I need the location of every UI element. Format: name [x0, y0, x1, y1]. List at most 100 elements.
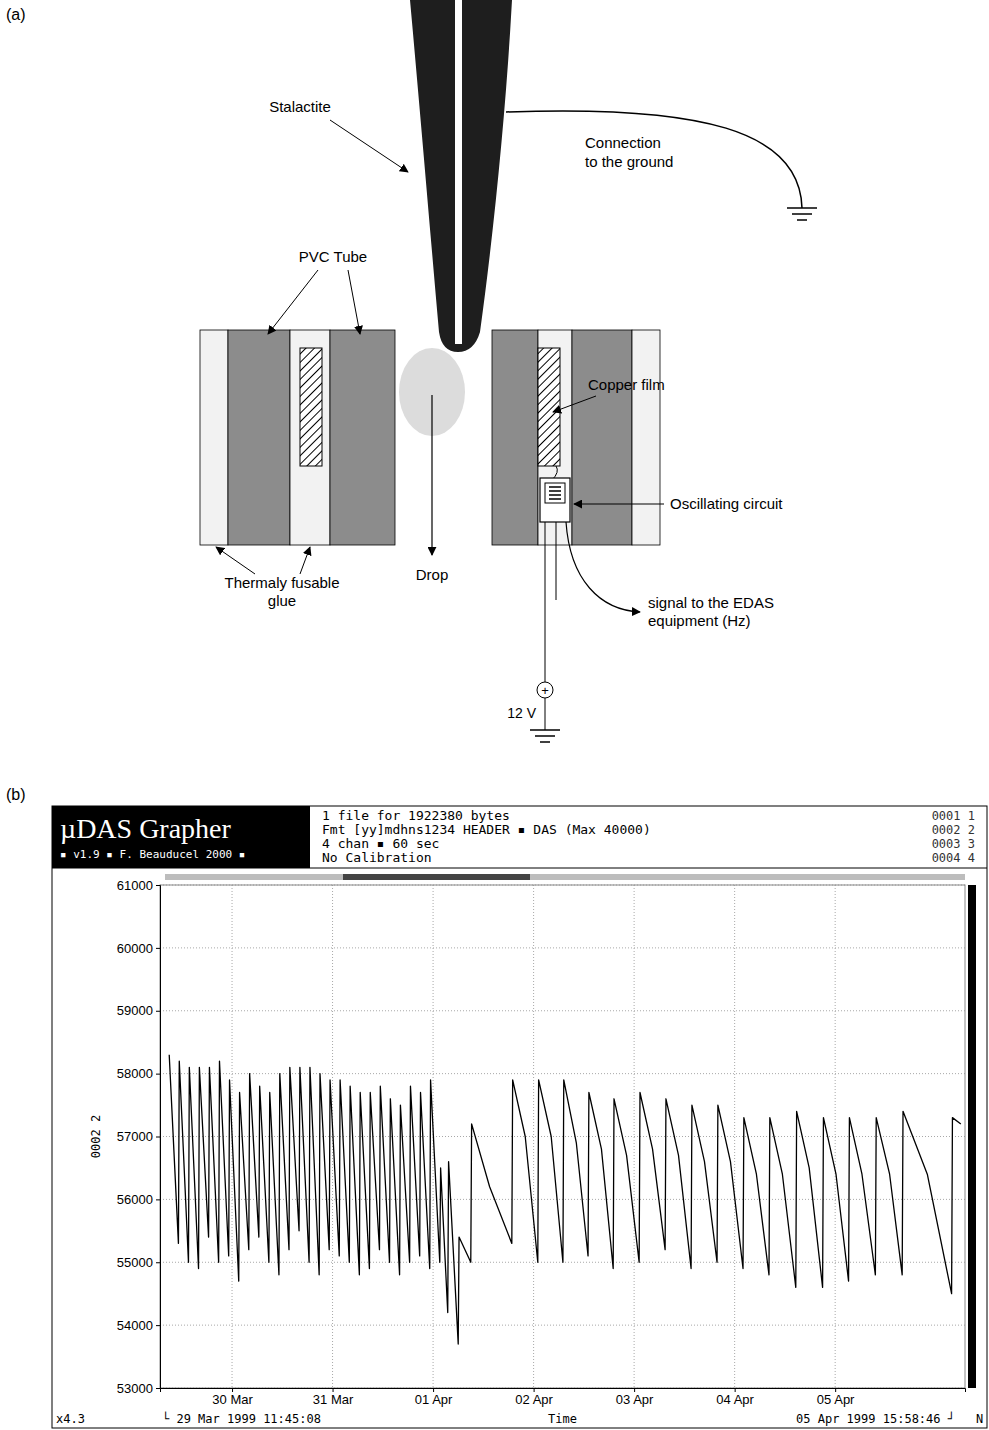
level-bar: [968, 885, 976, 1388]
circuit-chip: [545, 483, 565, 503]
title-box: [52, 806, 310, 868]
circuit-pin: [549, 494, 561, 496]
circuit: [540, 478, 570, 522]
pvc-band: [492, 330, 538, 545]
y-tick: 54000: [117, 1318, 160, 1333]
y-tick-mark: [156, 1137, 160, 1138]
y-tick: 53000: [117, 1381, 160, 1396]
range-start-label: └ 29 Mar 1999 11:45:08: [162, 1411, 321, 1426]
ground-label: to the ground: [585, 153, 673, 170]
y-tick-label: 55000: [117, 1255, 153, 1270]
label-arrow: [348, 270, 360, 334]
circuit-pin: [549, 490, 561, 492]
glue-band: [290, 330, 330, 545]
plot-frame: [160, 885, 965, 1388]
header-line: Fmt [yy]mdhns1234 HEADER ▪ DAS (Max 4000…: [322, 822, 651, 837]
drop-label: Drop: [416, 566, 449, 583]
y-tick-mark: [156, 948, 160, 949]
glue-band: [538, 330, 572, 545]
range-end-label: 05 Apr 1999 15:58:46 ┘: [796, 1411, 955, 1426]
y-tick: 55000: [117, 1255, 160, 1270]
zoom-label: x4.3: [56, 1412, 85, 1426]
ground-symbol: [530, 729, 560, 731]
grid-line: [160, 1199, 965, 1200]
label-arrow: [268, 270, 318, 334]
channel-label: 0002 2: [932, 823, 975, 837]
y-tick-mark: [156, 1199, 160, 1200]
glue-label: glue: [268, 592, 296, 609]
copper-film: [300, 348, 322, 466]
x-tick-label: 05 Apr: [817, 1392, 855, 1407]
y-tick-label: 60000: [117, 941, 153, 956]
grid-line: [533, 885, 534, 1388]
glue-band: [200, 330, 228, 545]
glue-band: [632, 330, 660, 545]
data-line: [169, 1055, 961, 1344]
channel-label: 0001 1: [932, 809, 975, 823]
y-tick-label: 58000: [117, 1066, 153, 1081]
ground-symbol: [535, 735, 555, 737]
supply-label: 12 V: [507, 705, 536, 721]
plot-marks: [169, 1055, 961, 1344]
ground-label: Connection: [585, 134, 661, 151]
signal-label: signal to the EDAS: [648, 594, 774, 611]
stalactite-label: Stalactite: [269, 98, 331, 115]
pvc-band: [228, 330, 290, 545]
y-tick-label: 56000: [117, 1192, 153, 1207]
x-tick: 31 Mar: [313, 1388, 354, 1407]
y-axis-line: [156, 886, 161, 1389]
x-tick: 04 Apr: [716, 1388, 754, 1407]
corner-label: N: [976, 1412, 983, 1426]
y-tick-mark: [156, 1325, 160, 1326]
label-arrow: [300, 547, 310, 574]
wire: [545, 522, 546, 682]
wire: [545, 698, 546, 730]
x-tick: 02 Apr: [515, 1388, 553, 1407]
y-tick: 60000: [117, 941, 160, 956]
header-line: No Calibration: [322, 850, 432, 865]
y-tick-label: 53000: [117, 1381, 153, 1396]
stalactite: [410, 0, 512, 352]
x-tick: 05 Apr: [817, 1388, 855, 1407]
y-tick-mark: [156, 885, 160, 886]
channel-label: 0003 3: [932, 837, 975, 851]
x-tick-label: 31 Mar: [313, 1392, 354, 1407]
ground-symbol: [540, 741, 550, 743]
circuit-pin: [549, 486, 561, 488]
y-axis: 5300054000550005600057000580005900060000…: [117, 878, 161, 1396]
diagram: (a)Dropsignal to the EDASequipment (Hz)+…: [6, 0, 817, 742]
y-tick-mark: [156, 1388, 160, 1389]
y-tick: 61000: [117, 878, 160, 893]
circuit-label: Oscillating circuit: [670, 495, 783, 512]
y-tick: 58000: [117, 1066, 160, 1081]
y-axis-title: 0002 2: [89, 1115, 103, 1158]
pvc-band: [572, 330, 632, 545]
y-tick-mark: [156, 1262, 160, 1263]
grid-line: [160, 947, 965, 948]
label-arrow: [574, 504, 664, 505]
supply: [537, 682, 553, 698]
grid-line: [160, 1073, 965, 1074]
header-rule: [52, 868, 987, 869]
x-axis: 30 Mar31 Mar01 Apr02 Apr03 Apr04 Apr05 A…: [161, 1388, 966, 1407]
ground-symbol: [787, 207, 817, 209]
panel-label: (a): [6, 6, 26, 23]
y-tick-mark: [156, 1011, 160, 1012]
y-tick-label: 54000: [117, 1318, 153, 1333]
y-tick-mark: [156, 1074, 160, 1075]
grid-line: [160, 1325, 965, 1326]
grid-line: [835, 885, 836, 1388]
signal-label: equipment (Hz): [648, 612, 751, 629]
circuit-pin: [549, 498, 561, 500]
figure: (a)Dropsignal to the EDASequipment (Hz)+…: [0, 0, 989, 1430]
app-subtitle: ▪ v1.9 ▪ F. Beauducel 2000 ▪: [60, 848, 245, 861]
y-tick-label: 61000: [117, 878, 153, 893]
y-tick: 59000: [117, 1003, 160, 1018]
grid-line: [160, 1136, 965, 1137]
grid: [160, 885, 965, 1388]
screenshot: (b)µDAS Grapher▪ v1.9 ▪ F. Beauducel 200…: [6, 786, 987, 1428]
window-frame: [52, 806, 987, 1428]
x-tick-label: 02 Apr: [515, 1392, 553, 1407]
header-line: 4 chan ▪ 60 sec: [322, 836, 439, 851]
x-tick: 01 Apr: [415, 1388, 453, 1407]
